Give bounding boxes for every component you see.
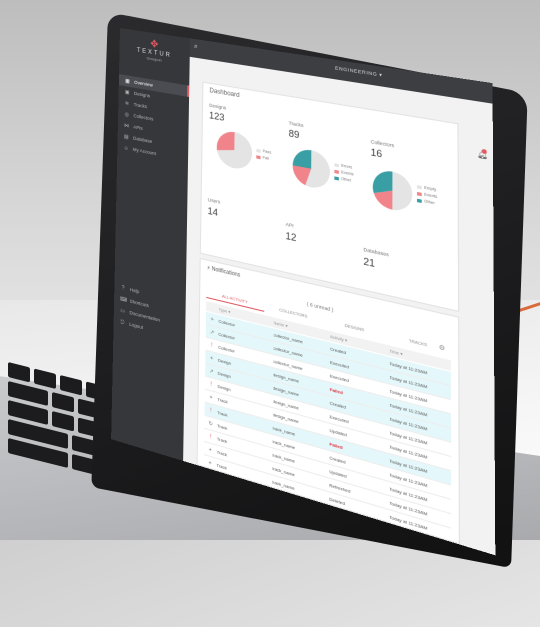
plus-icon: + <box>205 392 218 402</box>
legend-label: Fail <box>263 155 269 160</box>
doc-icon: ▭ <box>120 307 126 315</box>
collectors-pie-slice <box>392 172 412 214</box>
api-value: 12 <box>285 230 296 243</box>
bolt-icon: ⚡︎ <box>207 265 211 272</box>
legend-swatch <box>417 191 422 195</box>
plus-icon: + <box>204 445 217 455</box>
sidebar-item-label: Logout <box>129 321 143 330</box>
dashboard-title: Dashboard <box>209 88 239 99</box>
unread-count: ( 6 unread ) <box>307 301 334 313</box>
alert-icon: ! <box>205 405 218 415</box>
collectors-legend: Empty Events Other <box>417 183 437 207</box>
tracks-legend: Errors Events Other <box>334 161 353 184</box>
plus-icon: + <box>205 353 218 363</box>
legend-label: Other <box>424 199 435 206</box>
plus-icon: + <box>206 315 219 325</box>
chevron-down-icon: ▾ <box>400 352 402 357</box>
users-value: 14 <box>208 205 218 218</box>
bell-icon[interactable]: 🔔︎ <box>477 149 488 160</box>
brand: ✥ TEXTUR Groupon <box>119 34 190 67</box>
sidebar-item-label: Designs <box>134 91 150 99</box>
legend-swatch <box>334 176 338 180</box>
keyboard-icon: ⌨ <box>120 295 126 303</box>
legend-swatch <box>417 185 422 189</box>
notifications-title-text: Notifications <box>212 266 240 279</box>
designs-pie-chart <box>217 129 253 172</box>
chevron-down-icon: ▾ <box>285 324 287 329</box>
databases-value: 21 <box>363 256 375 270</box>
tracks-label: Tracks <box>289 120 304 128</box>
collectors-pie-chart <box>373 168 413 214</box>
api-label: API <box>286 221 294 228</box>
sidebar-item-label: Help <box>130 287 139 294</box>
sidebar-item-label: Overview <box>134 80 153 88</box>
collector-icon: ◎ <box>124 111 130 118</box>
sidebar-item-label: Tracks <box>134 102 147 109</box>
sidebar-bottom: ? Help ⌨ Shortcuts ▭ Documentation ⎋ Logout <box>114 280 186 344</box>
column-header-label: Name <box>273 321 284 328</box>
users-label: Users <box>208 197 220 205</box>
column-header-label: Activity <box>330 335 344 343</box>
help-icon: ? <box>120 284 126 292</box>
image-icon: ▣ <box>124 89 130 96</box>
unread-dot <box>482 149 487 154</box>
column-header-label: Time <box>389 349 399 356</box>
arrow-icon: ↗ <box>206 327 219 337</box>
plus-icon: + <box>204 458 217 468</box>
alert-icon: ! <box>205 379 218 389</box>
gear-icon[interactable]: ⚙ <box>439 343 446 353</box>
legend-swatch <box>334 163 338 167</box>
arrow-icon: ↗ <box>205 366 218 376</box>
user-icon: ☺ <box>123 144 129 151</box>
designs-pie-slice <box>217 129 235 153</box>
column-header-label: Type <box>219 307 228 313</box>
alert-icon: ! <box>204 432 217 442</box>
sidebar-item-label: APIs <box>133 124 142 131</box>
notifications-title: ⚡︎ Notifications <box>207 265 241 279</box>
legend-swatch <box>334 169 338 173</box>
sidebar-item-label: Collectors <box>133 113 153 122</box>
sidebar: ✥ TEXTUR Groupon ▦ Overview ▣ Designs ≋ Track… <box>111 28 190 461</box>
tracks-pie-chart <box>292 147 330 191</box>
legend-swatch <box>256 148 260 152</box>
tracks-value: 89 <box>289 128 300 141</box>
legend-label: Other <box>341 177 351 183</box>
logout-icon: ⎋ <box>119 318 125 326</box>
sidebar-item-label: My Account <box>133 147 156 157</box>
search-icon[interactable]: ⌕ <box>194 43 198 52</box>
chevron-down-icon: ▾ <box>228 310 230 315</box>
sidebar-nav: ▦ Overview ▣ Designs ≋ Tracks ◎ Collectors ⋈ APIs… <box>117 74 189 166</box>
designs-legend: Pass Fail <box>256 147 271 163</box>
header-spacer <box>206 306 218 309</box>
tracks-icon: ≋ <box>124 100 130 107</box>
laptop-lid: ⌕ ENGINEERING ▾ ✥ TEXTUR Groupon ▦ Overvi… <box>0 0 540 540</box>
refresh-icon: ↻ <box>204 418 217 428</box>
grid-icon: ▦ <box>125 78 131 85</box>
sidebar-item-label: Database <box>133 135 152 144</box>
tracks-pie-slice <box>293 147 312 169</box>
database-icon: ▤ <box>123 133 129 140</box>
alert-icon: ! <box>206 340 219 350</box>
legend-swatch <box>256 155 260 159</box>
designs-value: 123 <box>209 110 225 123</box>
collectors-value: 16 <box>371 147 383 160</box>
share-icon: ⋈ <box>124 122 130 129</box>
chevron-down-icon: ▾ <box>345 338 347 343</box>
legend-swatch <box>417 198 422 202</box>
